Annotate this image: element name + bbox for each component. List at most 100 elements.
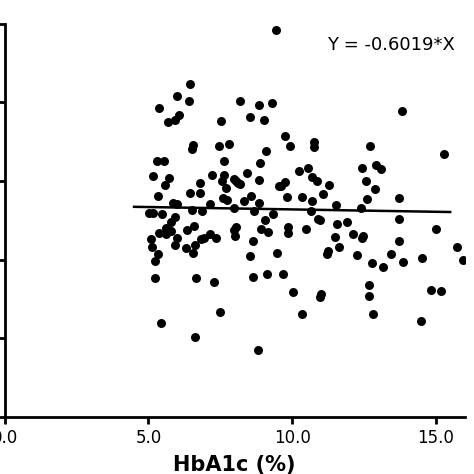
Point	[169, 199, 177, 207]
Point	[234, 179, 242, 186]
Point	[358, 235, 365, 242]
Point	[438, 287, 445, 295]
Point	[153, 157, 161, 165]
Point	[189, 249, 197, 257]
Point	[250, 208, 257, 215]
Point	[335, 244, 342, 251]
Point	[417, 318, 424, 325]
Point	[255, 176, 263, 184]
Point	[289, 288, 297, 295]
Point	[183, 227, 191, 234]
Point	[354, 252, 361, 259]
Point	[165, 174, 173, 182]
Point	[262, 147, 269, 155]
Point	[146, 209, 153, 217]
Point	[255, 101, 263, 109]
Point	[232, 223, 239, 231]
Point	[308, 197, 316, 205]
Point	[314, 215, 322, 223]
Point	[343, 218, 350, 225]
Point	[395, 194, 402, 202]
Point	[281, 132, 289, 140]
Point	[196, 189, 203, 197]
Point	[379, 263, 386, 271]
Point	[427, 286, 435, 294]
Point	[173, 92, 181, 100]
Point	[283, 193, 291, 201]
Point	[440, 151, 448, 158]
Point	[219, 194, 227, 202]
Point	[171, 242, 179, 249]
Point	[246, 252, 254, 259]
Point	[459, 256, 467, 264]
Point	[453, 243, 460, 250]
Point	[223, 196, 231, 204]
Point	[363, 177, 370, 185]
Point	[199, 207, 206, 214]
Point	[325, 181, 333, 189]
Point	[216, 308, 223, 315]
Point	[162, 230, 169, 237]
Point	[275, 182, 283, 190]
Point	[333, 220, 341, 228]
Point	[197, 235, 205, 242]
Point	[308, 207, 315, 214]
Point	[164, 118, 172, 126]
Point	[370, 310, 377, 318]
Point	[233, 177, 240, 185]
Point	[264, 270, 271, 278]
Point	[316, 293, 323, 301]
Point	[256, 159, 264, 166]
Point	[218, 117, 225, 125]
Point	[395, 215, 403, 222]
Point	[212, 234, 220, 242]
Point	[157, 319, 165, 327]
Point	[310, 143, 318, 151]
Point	[151, 257, 159, 265]
Point	[220, 172, 228, 179]
Point	[304, 164, 312, 172]
Point	[167, 219, 174, 226]
Point	[261, 216, 268, 224]
Point	[192, 274, 200, 282]
Point	[155, 104, 163, 111]
Point	[162, 224, 170, 231]
Point	[302, 225, 310, 233]
Point	[310, 138, 318, 146]
Point	[246, 113, 254, 121]
Point	[191, 333, 199, 340]
Point	[188, 206, 196, 214]
Point	[254, 346, 262, 354]
Point	[230, 226, 238, 234]
Point	[185, 98, 192, 105]
Point	[207, 200, 214, 207]
Point	[148, 243, 156, 251]
Point	[186, 189, 194, 197]
Point	[366, 142, 374, 149]
Point	[316, 216, 324, 224]
Point	[332, 201, 340, 209]
Point	[150, 210, 157, 217]
Point	[372, 162, 380, 169]
Point	[236, 181, 244, 188]
Point	[378, 165, 385, 173]
Point	[230, 205, 237, 212]
Point	[201, 234, 208, 242]
Point	[182, 244, 190, 252]
Point	[155, 229, 163, 237]
Point	[324, 250, 331, 257]
Point	[196, 180, 204, 187]
Point	[160, 158, 168, 165]
Point	[277, 182, 285, 190]
Point	[161, 181, 169, 189]
Point	[269, 100, 276, 107]
Point	[191, 241, 199, 248]
Point	[149, 172, 157, 180]
Point	[171, 213, 179, 220]
Point	[299, 193, 306, 201]
Point	[206, 230, 214, 238]
Point	[255, 199, 263, 207]
Point	[286, 143, 294, 150]
Point	[269, 210, 277, 218]
Point	[399, 108, 406, 115]
